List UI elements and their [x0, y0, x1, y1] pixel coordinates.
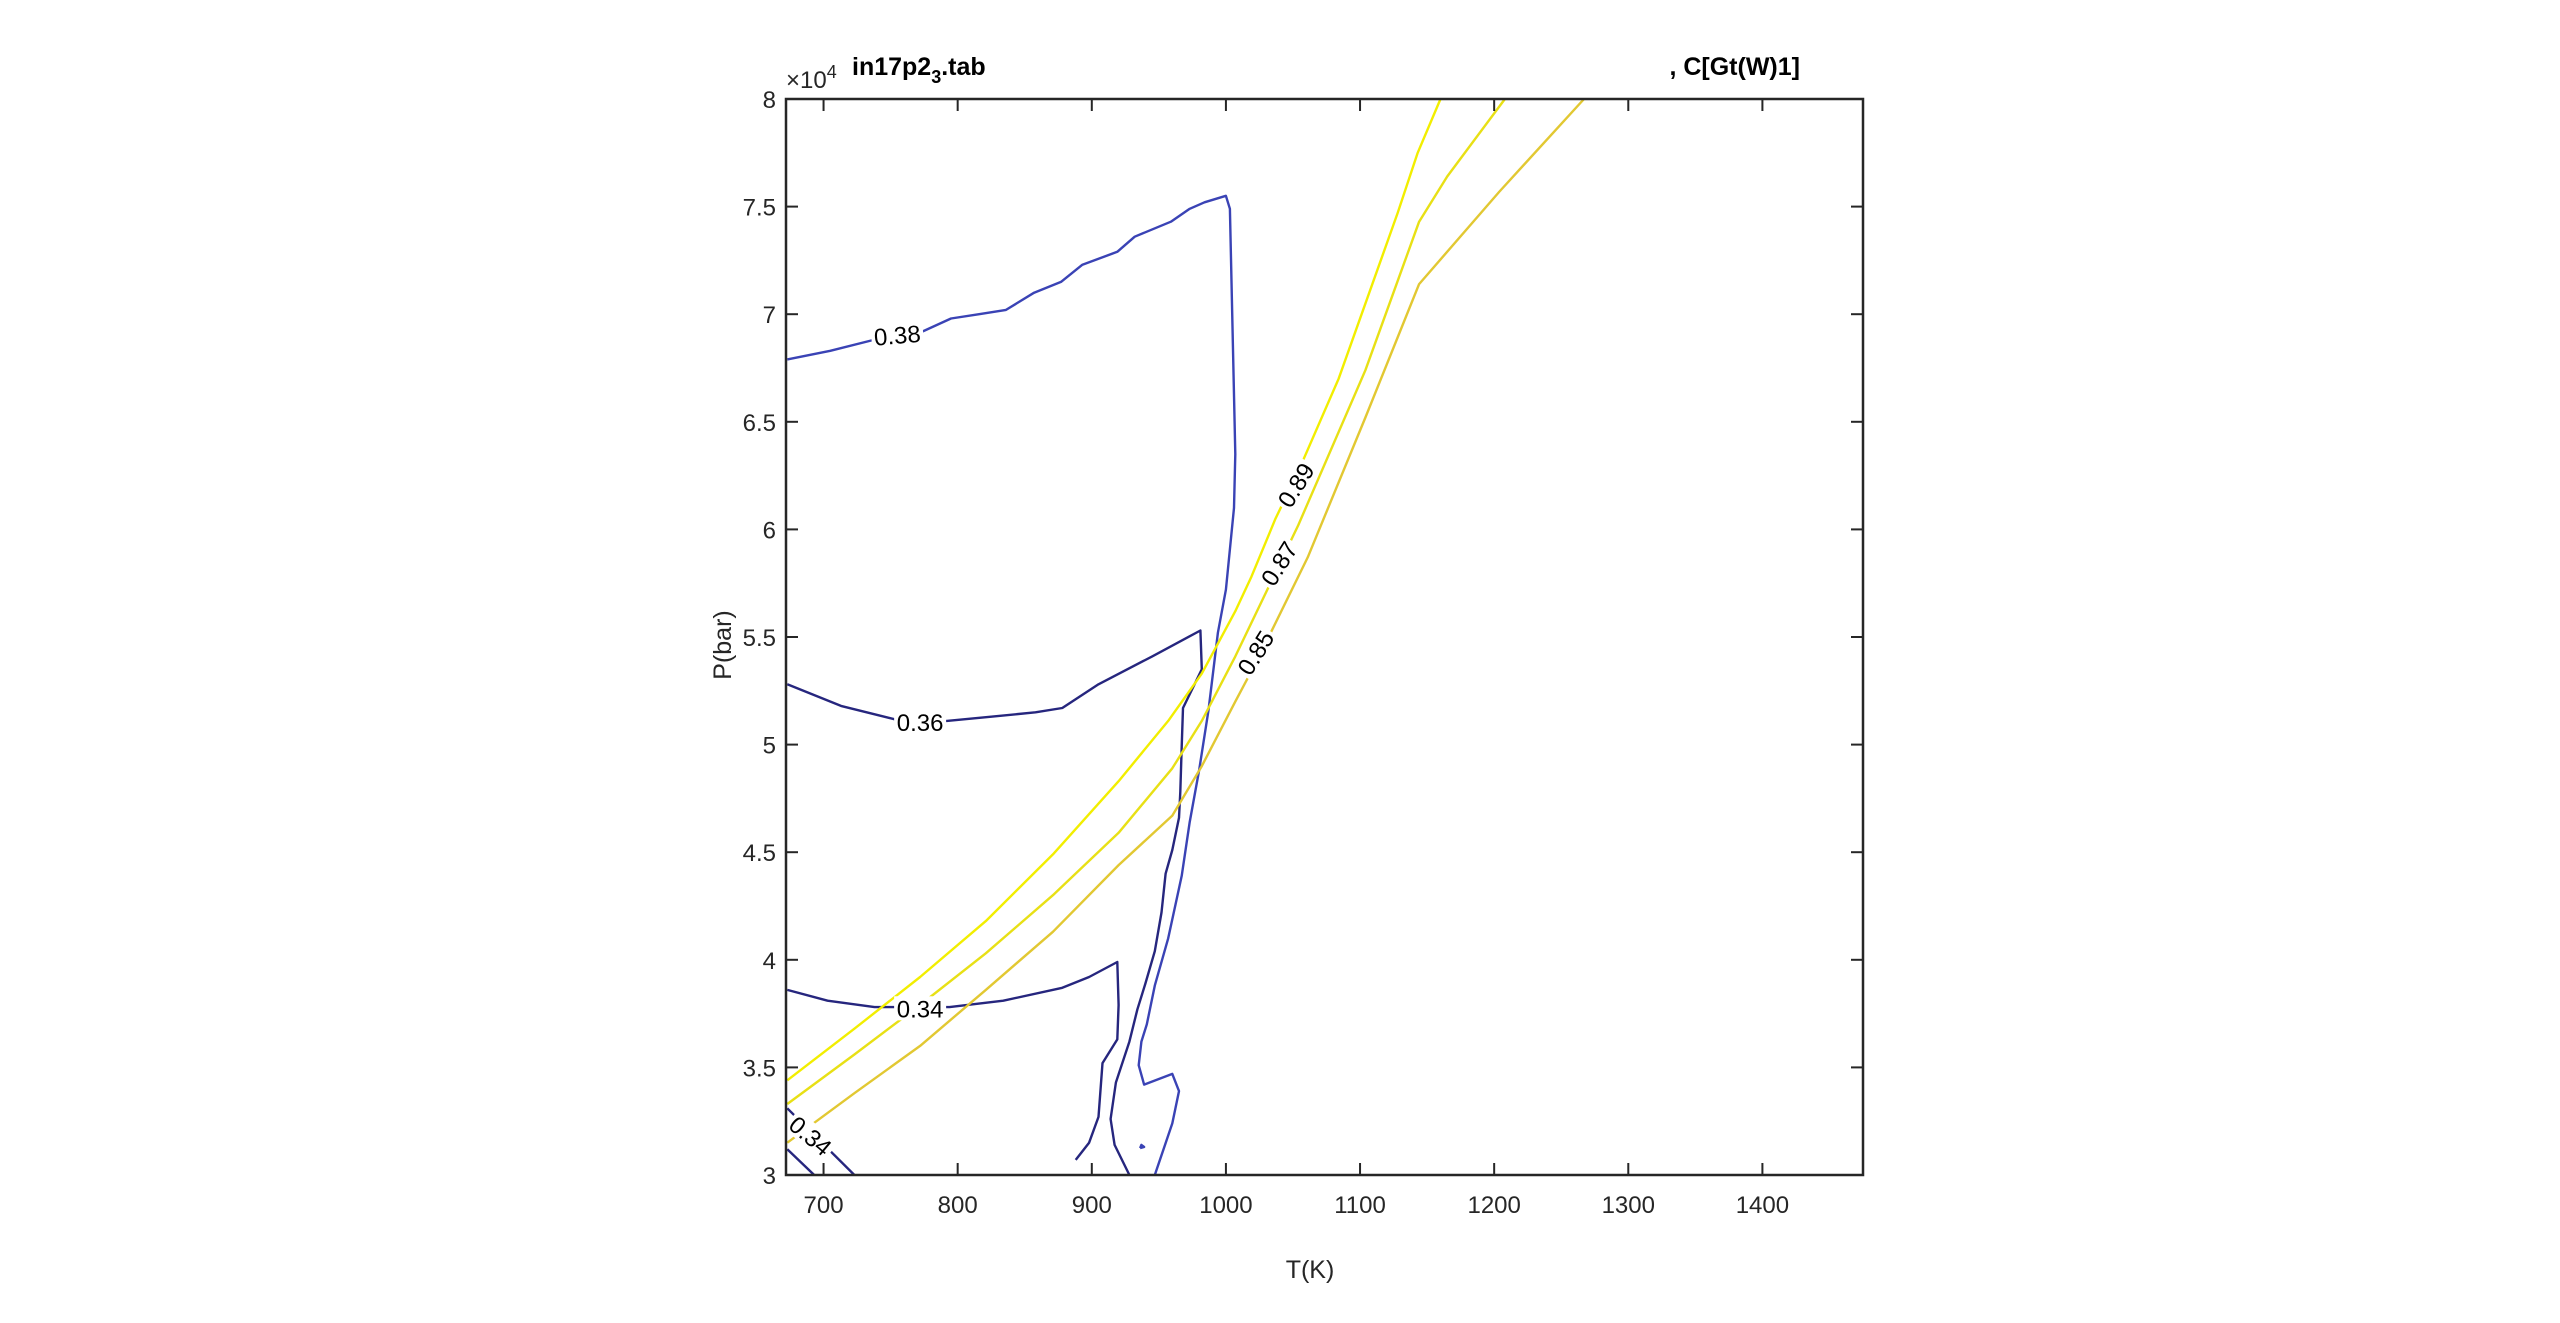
- contour-line-0.36: [786, 629, 1203, 1176]
- contour-line-0.85: [786, 98, 1585, 1144]
- y-multiplier-base: ×10: [786, 67, 827, 94]
- contour-label: 0.36: [897, 710, 944, 737]
- y-tick-label: 5: [763, 733, 776, 760]
- title-left-subscript: 3: [931, 67, 941, 87]
- x-tick-label: 1300: [1602, 1192, 1655, 1219]
- contour-label-bg: [870, 320, 925, 349]
- x-tick-label: 1200: [1467, 1192, 1520, 1219]
- contour-line-small-loop: [1138, 1143, 1146, 1150]
- y-tick-label: 5.5: [743, 625, 776, 652]
- contour-line-0.89: [786, 98, 1442, 1082]
- title-left-suffix: .tab: [941, 53, 985, 81]
- y-tick-label: 3: [763, 1163, 776, 1190]
- y-axis-label: P(bar): [709, 610, 737, 679]
- y-tick-label: 4.5: [743, 840, 776, 867]
- contour-label-bg: [1271, 456, 1320, 514]
- y-tick-label: 8: [763, 87, 776, 114]
- y-tick-label: 7: [763, 302, 776, 329]
- contour-labels: 0.380.360.340.340.890.870.85: [783, 320, 1321, 1162]
- contour-label-bg: [1254, 534, 1303, 592]
- contour-lines: [786, 98, 1585, 1176]
- x-tick-label: 1000: [1199, 1192, 1252, 1219]
- y-axis: 3 3.5 4 4.5 5 5.5 6 6.5 7 7.5 8: [743, 87, 1863, 1190]
- y-multiplier-exponent: 4: [827, 62, 837, 82]
- chart-title-left: in17p23.tab: [852, 53, 986, 87]
- chart-title-right: , C[Gt(W)1]: [1669, 53, 1800, 81]
- y-tick-label: 6.5: [743, 410, 776, 437]
- contour-line-0.87: [786, 98, 1506, 1105]
- x-tick-label: 700: [804, 1192, 844, 1219]
- x-axis: 700 800 900 1000 1100 1200 1300 1400: [804, 99, 1789, 1219]
- contour-line-0.34: [786, 960, 1120, 1161]
- y-tick-label: 6: [763, 517, 776, 544]
- contour-label: 0.38: [873, 321, 922, 352]
- title-left-main: in17p2: [852, 53, 931, 81]
- contour-label-bg: [894, 710, 947, 735]
- y-tick-label: 7.5: [743, 195, 776, 222]
- plot-frame: [784, 97, 1865, 1177]
- y-tick-label: 4: [763, 948, 776, 975]
- y-multiplier: ×104: [786, 62, 837, 94]
- contour-label-bg: [783, 1109, 839, 1162]
- x-tick-label: 900: [1072, 1192, 1112, 1219]
- x-tick-label: 800: [938, 1192, 978, 1219]
- contour-line-0.34-lower-left-b: [786, 1148, 816, 1176]
- contour-label: 0.34: [897, 996, 944, 1023]
- contour-line-0.38: [787, 194, 1237, 1176]
- x-tick-label: 1100: [1334, 1192, 1386, 1219]
- contour-label-bg: [894, 996, 947, 1021]
- x-axis-label: T(K): [1286, 1256, 1335, 1284]
- contour-label-bg: [1231, 624, 1280, 681]
- x-tick-label: 1400: [1736, 1192, 1789, 1219]
- y-tick-label: 3.5: [743, 1055, 776, 1082]
